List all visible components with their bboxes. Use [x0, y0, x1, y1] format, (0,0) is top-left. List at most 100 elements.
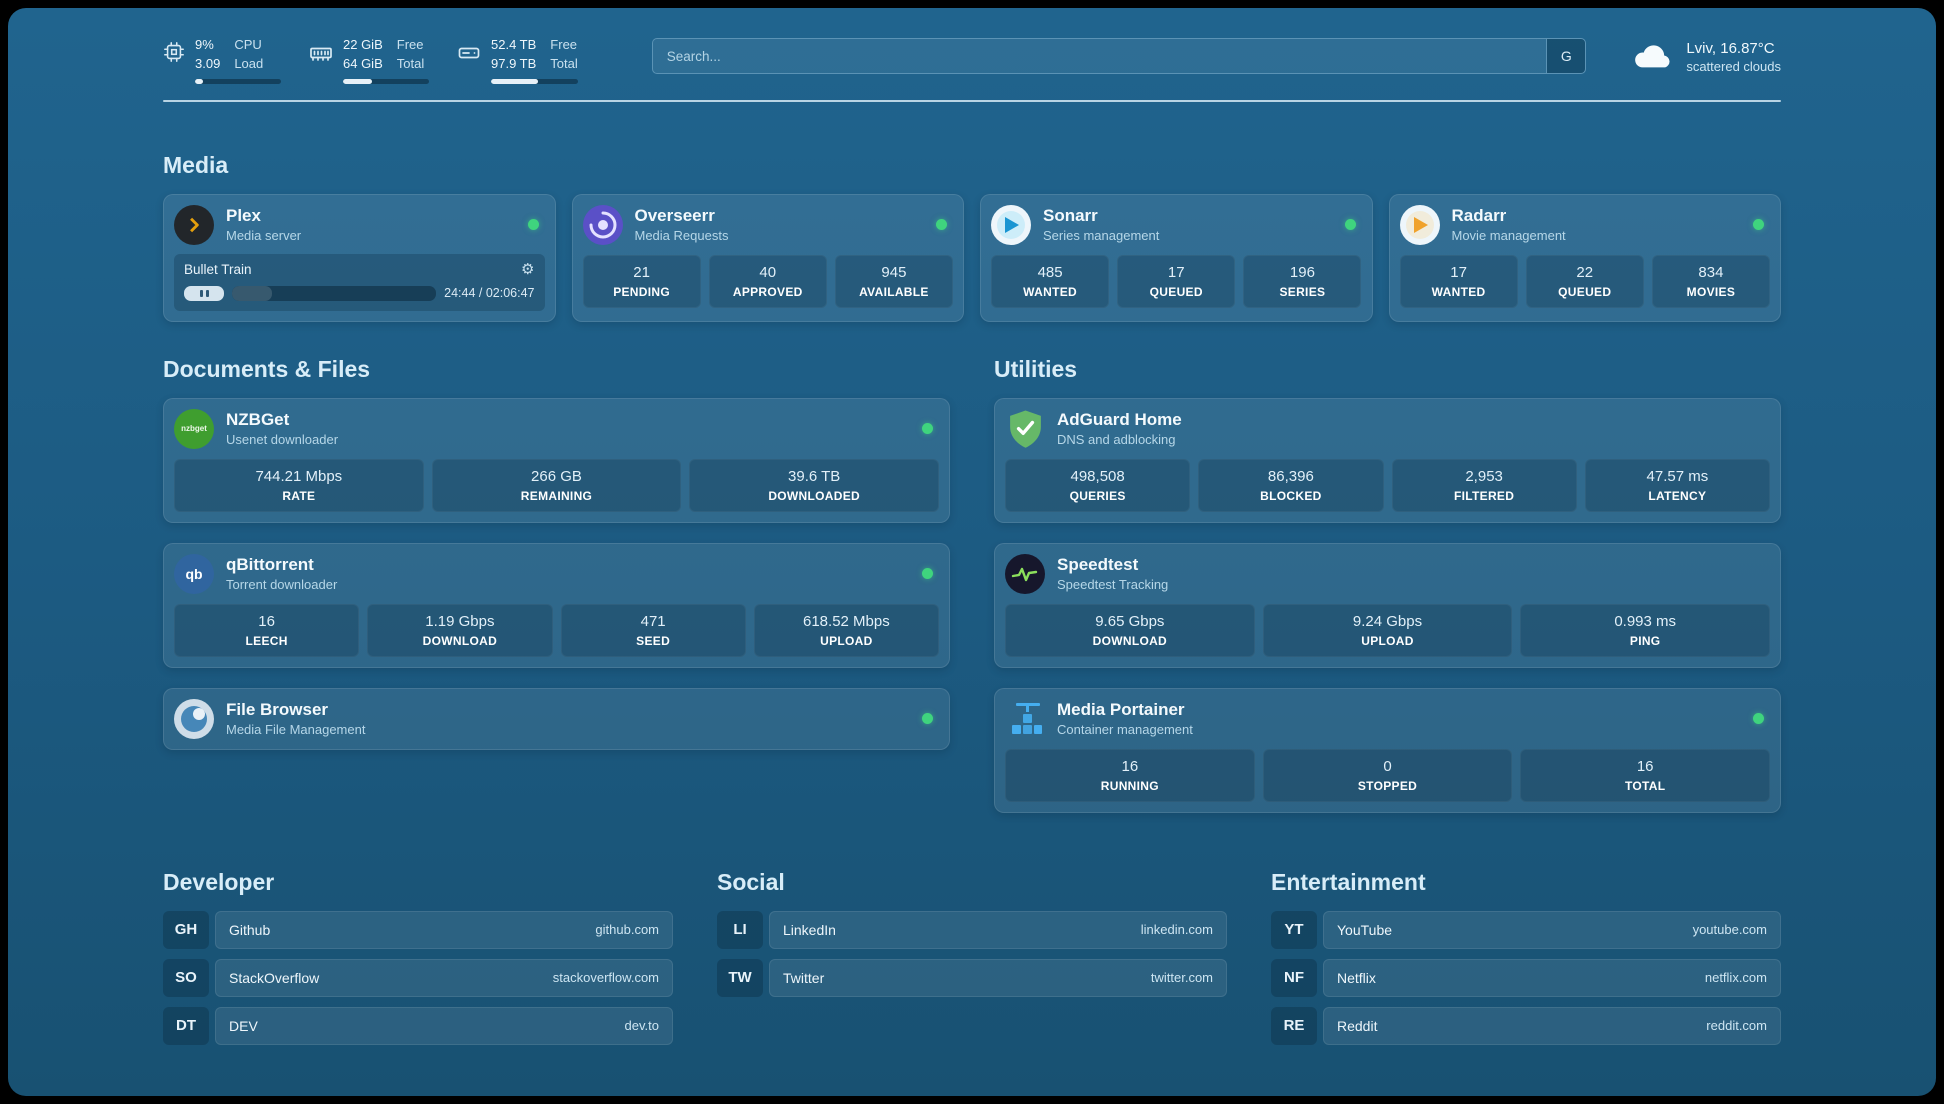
player-settings-gear-icon[interactable]: ⚙: [521, 260, 535, 278]
link-reddit[interactable]: RE Reddit reddit.com: [1271, 1006, 1781, 1045]
stat-wanted: 485 WANTED: [991, 254, 1110, 308]
reddit-abbr-icon: RE: [1271, 1006, 1317, 1045]
disk-stat: 52.4 TB 97.9 TB Free Total: [457, 36, 578, 84]
disk-usage-bar: [491, 78, 578, 84]
qbittorrent-title: qBittorrent: [226, 554, 314, 574]
qbittorrent-icon: qb: [174, 553, 214, 594]
link-dev[interactable]: DT DEV dev.to: [163, 1006, 673, 1045]
overseerr-status-online-dot: [936, 219, 947, 231]
app-card-adguard[interactable]: AdGuard Home DNS and adblocking 498,508 …: [994, 397, 1781, 523]
stat-downloaded: 39.6 TB DOWNLOADED: [689, 458, 939, 512]
utilities-section: Utilities AdGuard Home DNS and adblockin…: [994, 356, 1781, 813]
ram-free: 22 GiB: [343, 37, 383, 52]
cpu-label: CPU: [234, 37, 262, 52]
stat-remaining: 266 GB REMAINING: [431, 458, 682, 512]
plex-title: Plex: [226, 205, 261, 225]
stat-pending: 21 PENDING: [582, 254, 701, 308]
topbar: 9% 3.09 CPU Load: [163, 36, 1781, 84]
social-links-section: Social LI LinkedIn linkedin.com TW Twitt…: [717, 869, 1227, 997]
cpu-stat: 9% 3.09 CPU Load: [163, 36, 281, 84]
ram-total: 64 GiB: [343, 55, 383, 71]
plex-icon: [174, 204, 214, 245]
stat-running: 16 RUNNING: [1005, 748, 1255, 802]
app-card-sonarr[interactable]: Sonarr Series management 485 WANTED 17 Q…: [980, 193, 1373, 322]
weather-condition: scattered clouds: [1686, 59, 1781, 74]
qbittorrent-status-online-dot: [922, 568, 933, 580]
stat-blocked: 86,396 BLOCKED: [1198, 458, 1384, 512]
app-card-qbittorrent[interactable]: qb qBittorrent Torrent downloader 16 LEE…: [163, 542, 950, 668]
link-stackoverflow[interactable]: SO StackOverflow stackoverflow.com: [163, 958, 673, 997]
stat-leech: 16 LEECH: [174, 603, 360, 657]
stackoverflow-abbr-icon: SO: [163, 958, 209, 997]
adguard-title: AdGuard Home: [1057, 409, 1182, 429]
link-youtube[interactable]: YT YouTube youtube.com: [1271, 910, 1781, 949]
cpu-percent: 9%: [195, 37, 214, 52]
link-twitter[interactable]: TW Twitter twitter.com: [717, 958, 1227, 997]
disk-free-label: Free: [550, 37, 578, 52]
app-card-speedtest[interactable]: Speedtest Speedtest Tracking 9.65 Gbps D…: [994, 542, 1781, 668]
ram-total-label: Total: [396, 55, 425, 71]
app-card-overseerr[interactable]: Overseerr Media Requests 21 PENDING 40 A…: [571, 193, 964, 322]
stat-upload: 618.52 Mbps UPLOAD: [753, 603, 939, 657]
plex-now-playing-panel: Bullet Train ⚙ 24:44 / 02:06:47: [174, 253, 545, 311]
overseerr-title: Overseerr: [634, 205, 715, 225]
filebrowser-subtitle: Media File Management: [226, 722, 366, 738]
ram-icon: [309, 41, 333, 84]
nzbget-status-online-dot: [922, 423, 933, 435]
cloud-icon: [1632, 41, 1674, 71]
ram-stat: 22 GiB 64 GiB Free Total: [309, 36, 429, 84]
radarr-title: Radarr: [1451, 205, 1507, 225]
overseerr-subtitle: Media Requests: [634, 228, 729, 244]
stat-filtered: 2,953 FILTERED: [1391, 458, 1577, 512]
sonarr-title: Sonarr: [1043, 205, 1098, 225]
cpu-load-label: Load: [234, 55, 264, 71]
nzbget-title: NZBGet: [226, 409, 290, 429]
stat-wanted: 17 WANTED: [1399, 254, 1518, 308]
search-engine-button[interactable]: G: [1546, 38, 1587, 74]
stat-ping: 0.993 ms PING: [1520, 603, 1770, 657]
stat-seed: 471 SEED: [560, 603, 746, 657]
portainer-title: Media Portainer: [1057, 699, 1185, 719]
stat-upload: 9.24 Gbps UPLOAD: [1262, 603, 1513, 657]
overseerr-icon: [582, 204, 623, 245]
entertainment-links-section: Entertainment YT YouTube youtube.com NF …: [1271, 869, 1781, 1045]
link-netflix[interactable]: NF Netflix netflix.com: [1271, 958, 1781, 997]
netflix-abbr-icon: NF: [1271, 958, 1317, 997]
homelab-dashboard: 9% 3.09 CPU Load: [8, 8, 1936, 1096]
filebrowser-icon: [174, 698, 214, 739]
stat-queued: 22 QUEUED: [1525, 254, 1644, 308]
pause-button[interactable]: [184, 285, 224, 301]
adguard-subtitle: DNS and adblocking: [1057, 432, 1176, 448]
utilities-heading: Utilities: [994, 355, 1078, 382]
stat-series: 196 SERIES: [1243, 254, 1362, 308]
linkedin-abbr-icon: LI: [717, 910, 763, 949]
search-bar: G: [651, 38, 1587, 74]
social-heading: Social: [717, 868, 785, 895]
stat-stopped: 0 STOPPED: [1262, 748, 1513, 802]
sonarr-icon: [991, 204, 1031, 245]
portainer-status-online-dot: [1753, 713, 1764, 725]
speedtest-subtitle: Speedtest Tracking: [1057, 577, 1169, 593]
playback-progress-bar[interactable]: [232, 285, 437, 301]
twitter-abbr-icon: TW: [717, 958, 763, 997]
stat-queued: 17 QUEUED: [1117, 254, 1236, 308]
search-input[interactable]: [651, 38, 1547, 74]
app-card-radarr[interactable]: Radarr Movie management 17 WANTED 22 QUE…: [1388, 193, 1781, 322]
app-card-filebrowser[interactable]: File Browser Media File Management: [163, 687, 950, 750]
filebrowser-title: File Browser: [226, 699, 329, 719]
link-github[interactable]: GH Github github.com: [163, 910, 673, 949]
link-linkedin[interactable]: LI LinkedIn linkedin.com: [717, 910, 1227, 949]
speedtest-icon: [1005, 553, 1045, 594]
stat-rate: 744.21 Mbps RATE: [174, 458, 424, 512]
github-abbr-icon: GH: [163, 910, 209, 949]
app-card-portainer[interactable]: Media Portainer Container management 16 …: [994, 687, 1781, 813]
app-card-plex[interactable]: Plex Media server Bullet Train ⚙: [163, 193, 556, 322]
app-card-nzbget[interactable]: nzbget NZBGet Usenet downloader 744.21 M…: [163, 397, 950, 523]
stat-approved: 40 APPROVED: [708, 254, 827, 308]
speedtest-title: Speedtest: [1057, 554, 1139, 574]
stat-download: 1.19 Gbps DOWNLOAD: [367, 603, 553, 657]
filebrowser-status-online-dot: [922, 713, 933, 725]
weather-widget[interactable]: Lviv, 16.87°C scattered clouds: [1632, 38, 1781, 74]
cpu-load: 3.09: [195, 55, 221, 71]
topbar-divider: [163, 99, 1781, 102]
